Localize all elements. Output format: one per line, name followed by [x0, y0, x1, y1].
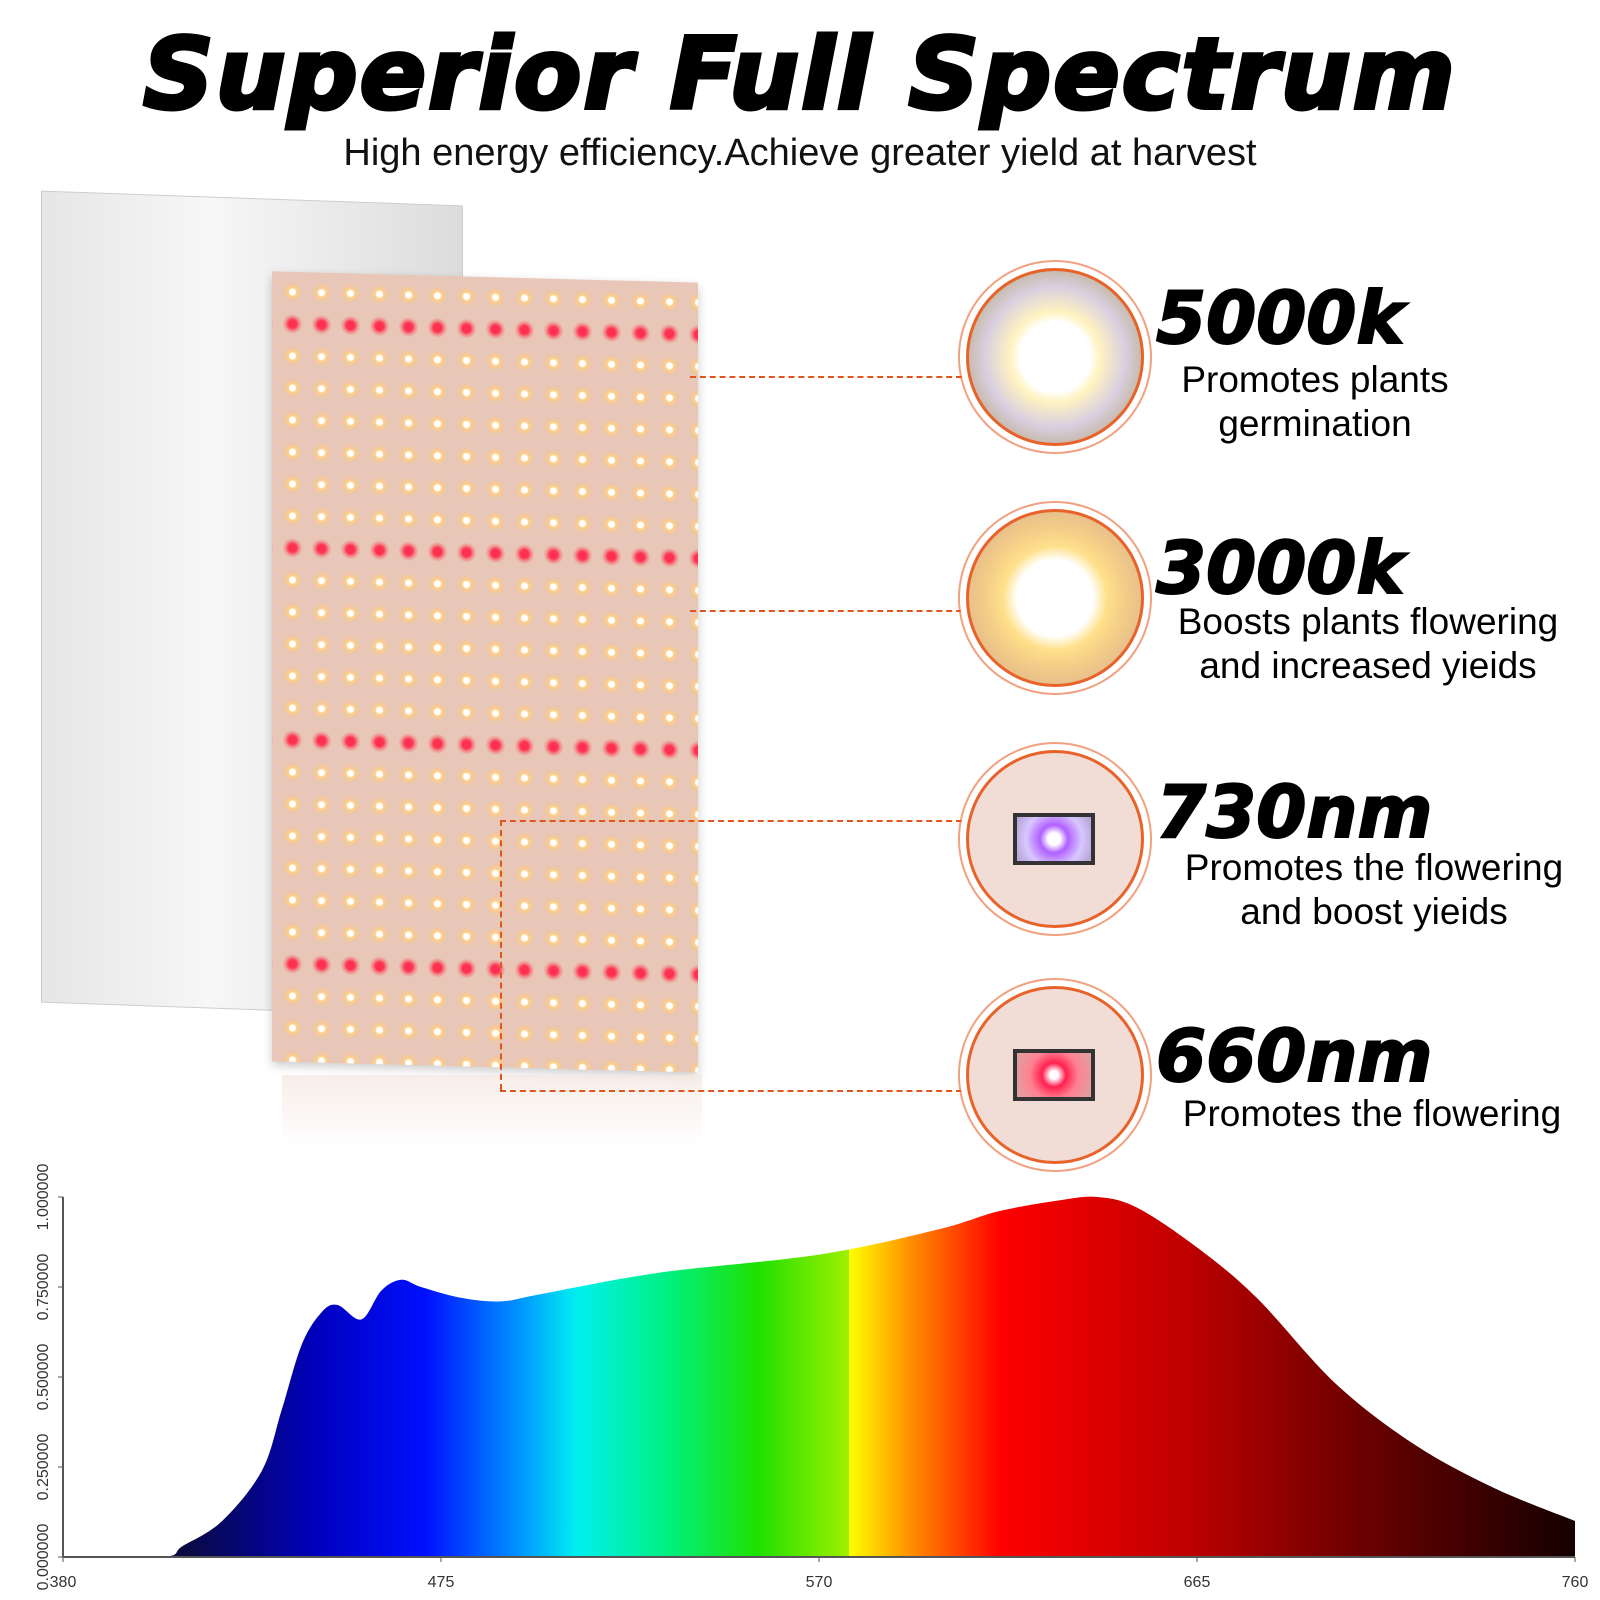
- leader-line-vertical: [500, 820, 502, 1090]
- y-tick-label: 1.000000: [35, 1164, 52, 1231]
- y-tick-label: 0.750000: [35, 1254, 52, 1321]
- feature-description-3000k: Boosts plants flowering and increased yi…: [1148, 600, 1588, 688]
- feature-description-660nm: Promotes the flowering: [1152, 1092, 1592, 1136]
- y-tick-label: 0.500000: [35, 1344, 52, 1411]
- leader-line-660nm: [500, 1090, 962, 1092]
- leader-line-730nm: [500, 820, 962, 822]
- spectrum-area: [63, 1196, 1575, 1558]
- board-reflection: [282, 1075, 702, 1145]
- description-line: germination: [1218, 403, 1412, 444]
- page-subtitle: High energy efficiency.Achieve greater y…: [343, 132, 1257, 174]
- red-led-chip-icon: [966, 986, 1144, 1164]
- feature-heading-3000k: 3000k: [1155, 526, 1405, 610]
- white-led-icon: [966, 268, 1144, 446]
- feature-heading-730nm: 730nm: [1155, 770, 1434, 854]
- description-line: Promotes the flowering: [1184, 847, 1564, 888]
- x-tick-label: 475: [428, 1574, 455, 1591]
- y-tick-label: 0.250000: [35, 1434, 52, 1501]
- warm-led-icon: [966, 509, 1144, 687]
- leader-line-5000k: [690, 376, 962, 378]
- feature-heading-5000k: 5000k: [1155, 276, 1405, 360]
- leader-line-3000k: [690, 610, 962, 612]
- x-tick-label: 760: [1562, 1574, 1589, 1591]
- description-line: Boosts plants flowering: [1177, 601, 1559, 642]
- description-line: Promotes the flowering: [1182, 1093, 1562, 1134]
- page-title: Superior Full Spectrum: [141, 16, 1457, 134]
- feature-heading-660nm: 660nm: [1155, 1014, 1434, 1098]
- x-tick-label: 665: [1184, 1574, 1211, 1591]
- far-red-led-chip-icon: [966, 750, 1144, 928]
- feature-description-730nm: Promotes the flowering and boost yieids: [1154, 846, 1594, 934]
- description-line: and increased yieids: [1199, 645, 1537, 686]
- x-tick-label: 570: [806, 1574, 833, 1591]
- x-tick-label: 380: [50, 1574, 77, 1591]
- description-line: and boost yieids: [1240, 891, 1508, 932]
- feature-description-5000k: Promotes plants germination: [1150, 358, 1480, 446]
- y-tick-label: 0.000000: [35, 1524, 52, 1591]
- description-line: Promotes plants: [1181, 359, 1449, 400]
